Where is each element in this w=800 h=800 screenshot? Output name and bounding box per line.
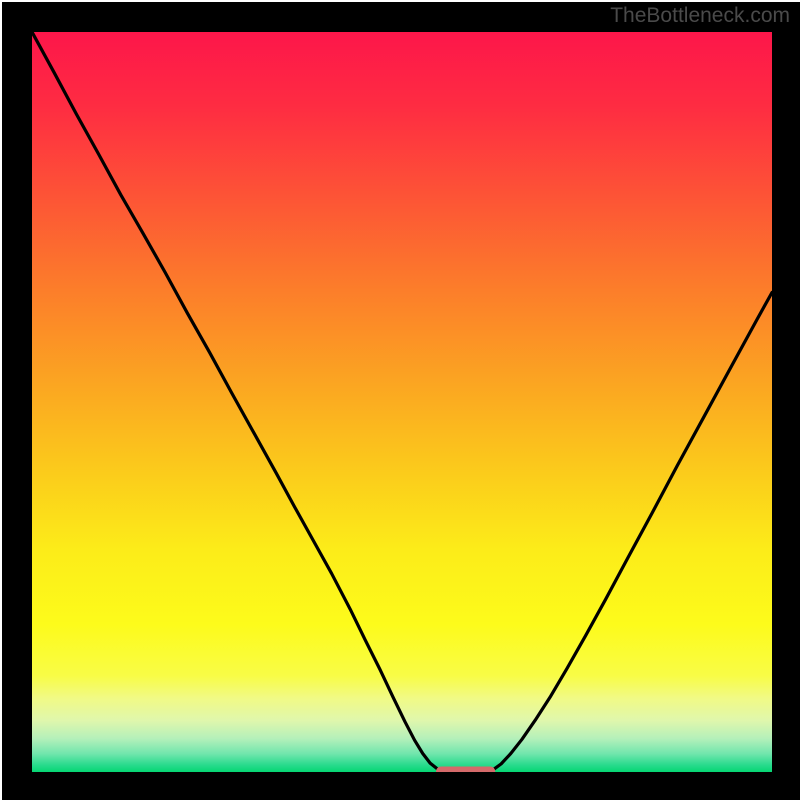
plot-background [32, 32, 772, 772]
bottleneck-chart [0, 0, 800, 800]
watermark-text: TheBottleneck.com [610, 4, 790, 28]
chart-container: TheBottleneck.com [0, 0, 800, 800]
